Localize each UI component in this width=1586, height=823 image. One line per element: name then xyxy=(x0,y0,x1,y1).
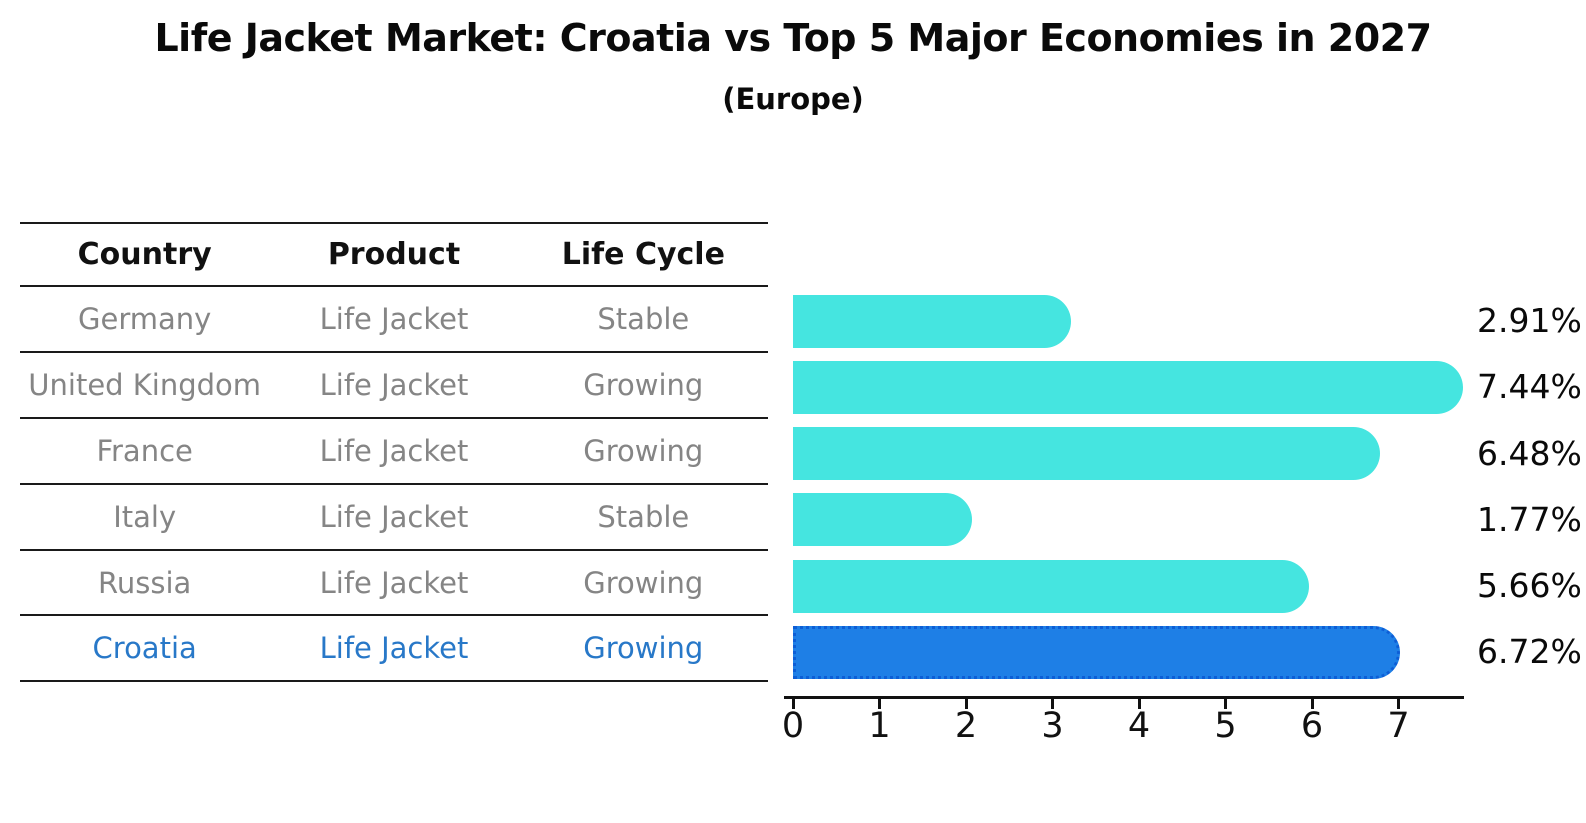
x-tick-label: 2 xyxy=(954,706,978,746)
x-tick-label: 1 xyxy=(868,706,891,746)
bar-highlight-croatia xyxy=(793,625,1400,679)
value-label: 2.91% xyxy=(1477,301,1582,340)
product-cell: Life Jacket xyxy=(319,565,469,600)
x-tick-label: 7 xyxy=(1387,706,1410,746)
product-cell: Life Jacket xyxy=(319,367,469,402)
country-info-table: Country Product Life Cycle Germany Life J… xyxy=(20,222,768,683)
bar-row: 6.72% xyxy=(793,619,1586,685)
value-label: 5.66% xyxy=(1477,566,1582,606)
value-label: 6.48% xyxy=(1477,433,1582,473)
chart-title: Life Jacket Market: Croatia vs Top 5 Maj… xyxy=(154,16,1432,60)
country-cell: United Kingdom xyxy=(28,367,262,402)
country-cell: Russia xyxy=(98,565,192,600)
bar-france xyxy=(793,427,1380,481)
x-axis-line xyxy=(784,696,1464,699)
table-header-row: Country Product Life Cycle xyxy=(20,222,768,287)
life-cycle-cell: Growing xyxy=(583,433,704,468)
x-tick-mark xyxy=(1137,699,1141,709)
table-body: Germany Life Jacket Stable United Kingdom Li… xyxy=(20,287,768,683)
product-cell: Life Jacket xyxy=(319,433,469,468)
life-cycle-cell: Growing xyxy=(583,631,704,666)
x-tick-mark xyxy=(791,699,795,709)
x-tick-label: 4 xyxy=(1127,706,1151,746)
x-tick-mark xyxy=(1310,699,1314,709)
product-cell: Life Jacket xyxy=(319,631,469,666)
product-cell: Life Jacket xyxy=(319,301,469,336)
bar-row: 5.66% xyxy=(793,553,1586,619)
table-row: Germany Life Jacket Stable xyxy=(20,287,768,353)
bars-area: 2.91% 7.44% 6.48% 1.77% 5.66% 6.72% xyxy=(793,288,1586,686)
table-row: France Life Jacket Growing xyxy=(20,419,768,485)
x-tick-mark xyxy=(1224,699,1227,709)
table-row: Italy Life Jacket Stable xyxy=(20,485,768,551)
column-header-product: Product xyxy=(327,237,461,272)
bar-italy xyxy=(793,493,972,547)
x-tick-label: 3 xyxy=(1041,706,1064,746)
x-tick-label: 0 xyxy=(781,706,805,746)
chart-subtitle: (Europe) xyxy=(722,82,864,116)
x-tick-mark xyxy=(878,699,881,709)
bar-united-kingdom xyxy=(793,360,1463,414)
country-cell: Italy xyxy=(113,499,177,534)
bar-chart: 2.91% 7.44% 6.48% 1.77% 5.66% 6.72% 0 1 2 3 4 5 6 7 xyxy=(782,288,1586,748)
bar-germany xyxy=(793,294,1071,348)
life-cycle-cell: Stable xyxy=(597,301,690,336)
product-cell: Life Jacket xyxy=(319,499,469,534)
bar-row: 2.91% xyxy=(793,288,1586,354)
table-row: United Kingdom Life Jacket Growing xyxy=(20,353,768,419)
value-label: 6.72% xyxy=(1477,632,1582,672)
x-tick-label: 6 xyxy=(1300,706,1324,746)
country-cell: France xyxy=(96,433,193,468)
bar-row: 6.48% xyxy=(793,421,1586,487)
life-cycle-cell: Growing xyxy=(583,367,704,402)
table-row: Russia Life Jacket Growing xyxy=(20,551,768,617)
column-header-life-cycle: Life Cycle xyxy=(561,237,725,272)
table-row: Croatia Life Jacket Growing xyxy=(20,616,768,683)
value-label: 1.77% xyxy=(1477,499,1582,539)
x-tick-label: 5 xyxy=(1214,706,1237,746)
country-cell: Croatia xyxy=(92,631,197,666)
life-cycle-cell: Growing xyxy=(583,565,704,600)
bar-row: 1.77% xyxy=(793,487,1586,553)
x-tick-mark xyxy=(1397,699,1400,709)
x-tick-mark xyxy=(1051,699,1054,709)
column-header-country: Country xyxy=(77,237,212,272)
bar-row: 7.44% xyxy=(793,354,1586,420)
bar-russia xyxy=(793,559,1309,613)
x-tick-mark xyxy=(964,699,968,709)
value-label: 7.44% xyxy=(1477,367,1582,407)
life-cycle-cell: Stable xyxy=(597,499,690,534)
country-cell: Germany xyxy=(78,301,212,336)
